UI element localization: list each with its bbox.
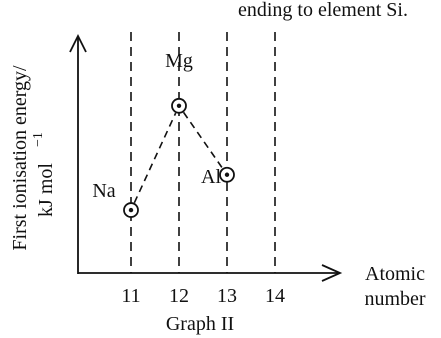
point-dot-Al	[224, 172, 230, 177]
y-axis-label-line2: kJ mol	[35, 163, 57, 217]
x-tick-14: 14	[265, 285, 285, 307]
y-axis-arrow	[69, 33, 87, 53]
x-tick-13: 13	[217, 285, 237, 307]
chart-title: Graph II	[166, 313, 234, 335]
point-dot-Na	[128, 207, 134, 213]
point-label-Al: Al	[201, 166, 221, 188]
x-axis-arrow	[321, 264, 343, 282]
data-points	[123, 97, 235, 218]
connector-Na-Mg	[133, 112, 177, 204]
point-label-Mg: Mg	[165, 50, 193, 72]
point-label-Na: Na	[92, 180, 115, 202]
y-axis-label-superscript: −1	[31, 132, 46, 147]
x-axis-label-line2: number	[364, 288, 425, 310]
x-tick-11: 11	[121, 285, 140, 307]
point-dot-Mg	[176, 103, 182, 109]
x-axis-label-line1: Atomic	[365, 263, 425, 285]
x-tick-labels: 11 12 13 14	[121, 285, 285, 307]
connector-Mg-Al	[182, 111, 224, 169]
point-labels: Na Mg Al	[92, 50, 221, 202]
y-axis-label-line1: First ionisation energy/	[9, 65, 31, 251]
y-axis-label: First ionisation energy/ kJ mol −1	[9, 65, 57, 251]
x-tick-12: 12	[169, 285, 189, 307]
connecting-dashed-lines	[133, 111, 224, 204]
header-fragment-text: ending to element Si.	[238, 0, 408, 21]
dashed-guides	[130, 32, 276, 273]
